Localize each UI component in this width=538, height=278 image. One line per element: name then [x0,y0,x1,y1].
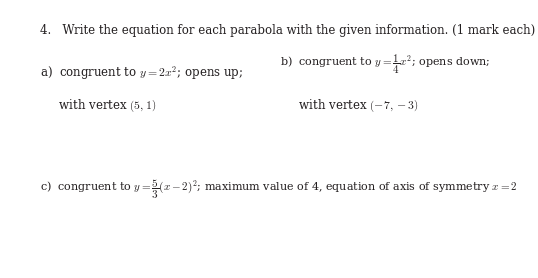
Text: a)  congruent to $y=2x^2$; opens up;: a) congruent to $y=2x^2$; opens up; [40,64,244,82]
Text: 4.   Write the equation for each parabola with the given information. (1 mark ea: 4. Write the equation for each parabola … [40,24,536,37]
Text: with vertex $\left(5,1\right)$: with vertex $\left(5,1\right)$ [40,97,157,114]
Text: b)  congruent to $y=\dfrac{1}{4}x^2$; opens down;: b) congruent to $y=\dfrac{1}{4}x^2$; ope… [280,53,490,76]
Text: with vertex $\left(-7,-3\right)$: with vertex $\left(-7,-3\right)$ [280,97,419,114]
Text: c)  congruent to $y=\dfrac{5}{3}(x-2)^2$; maximum value of 4, equation of axis o: c) congruent to $y=\dfrac{5}{3}(x-2)^2$;… [40,178,518,201]
